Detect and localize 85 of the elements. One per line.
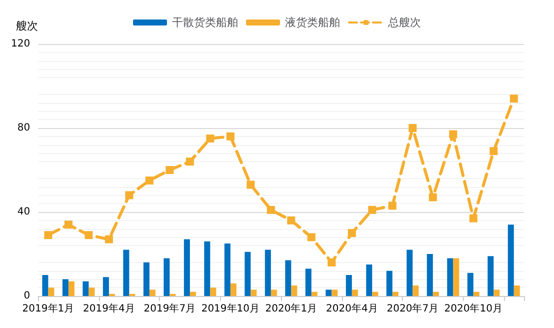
- bar: [88, 288, 95, 296]
- bar: [184, 239, 190, 296]
- point: [64, 220, 72, 229]
- point: [166, 166, 174, 174]
- bar: [514, 286, 520, 296]
- bar: [366, 264, 372, 296]
- x-tick-label: 2020年4月: [326, 302, 378, 314]
- x-tick-label: 2019年10月: [201, 302, 260, 314]
- point: [388, 202, 396, 210]
- y-tick-label: 80: [17, 122, 30, 134]
- y-tick-label: 120: [10, 38, 30, 50]
- point: [469, 214, 478, 222]
- point: [408, 124, 417, 132]
- bar: [210, 288, 216, 296]
- bar: [143, 262, 150, 296]
- bar: [473, 292, 480, 296]
- bar: [82, 281, 89, 296]
- bar: [305, 268, 312, 296]
- bar: [508, 224, 514, 296]
- bar: [123, 250, 130, 296]
- x-tick-label: 2020年1月: [265, 302, 318, 314]
- bar: [453, 258, 460, 296]
- bar: [270, 290, 277, 296]
- bar: [346, 275, 352, 296]
- legend-label: 总艘次: [387, 16, 421, 29]
- bar: [352, 290, 358, 296]
- bar: [68, 281, 74, 296]
- bar: [426, 254, 433, 296]
- bar: [392, 292, 398, 296]
- bar: [406, 250, 413, 296]
- bar: [204, 241, 210, 296]
- bar: [332, 290, 338, 296]
- point: [307, 233, 316, 242]
- point: [287, 216, 296, 224]
- bar: [372, 292, 378, 296]
- bar: [285, 260, 292, 296]
- x-tick-label: 2019年1月: [22, 302, 74, 314]
- bar: [412, 286, 419, 296]
- y-tick-label: 40: [17, 206, 30, 218]
- bar: [447, 258, 454, 296]
- point: [428, 193, 437, 202]
- bar: [48, 288, 54, 296]
- bar: [149, 290, 156, 296]
- point: [449, 130, 458, 138]
- point: [104, 235, 113, 244]
- bar: [264, 250, 271, 296]
- bar: [250, 290, 257, 296]
- bar: [326, 290, 332, 296]
- bar: [488, 256, 494, 296]
- y-tick-label: 0: [24, 290, 30, 302]
- bar: [164, 258, 170, 296]
- point: [510, 94, 518, 103]
- bar: [42, 275, 48, 296]
- bar: [190, 292, 196, 296]
- bar: [311, 292, 318, 296]
- x-tick-label: 2020年7月: [386, 302, 439, 314]
- bar: [62, 279, 68, 296]
- legend-label: 液货类船舶: [285, 16, 340, 29]
- bar: [224, 244, 230, 296]
- point: [206, 134, 214, 142]
- point: [266, 206, 275, 214]
- point: [348, 229, 356, 237]
- bar: [230, 283, 236, 296]
- bar: [467, 272, 474, 296]
- point: [246, 180, 255, 189]
- bar: [386, 270, 392, 296]
- x-tick-label: 2019年4月: [83, 302, 135, 314]
- bar: [291, 286, 298, 296]
- point: [186, 158, 194, 166]
- legend-label: 干散货类船舶: [172, 16, 238, 29]
- point: [125, 191, 134, 200]
- y-axis-title: 艘次: [16, 20, 38, 32]
- bar: [244, 252, 251, 296]
- point: [490, 147, 498, 156]
- bar: [494, 290, 500, 296]
- point: [44, 231, 52, 240]
- bar: [102, 277, 109, 296]
- x-tick-label: 2019年7月: [144, 302, 196, 314]
- point: [328, 258, 336, 266]
- x-tick-label: 2020年10月: [444, 302, 502, 314]
- point: [368, 206, 376, 214]
- point: [226, 132, 234, 140]
- bar: [432, 292, 439, 296]
- point: [145, 176, 154, 184]
- point: [84, 231, 93, 240]
